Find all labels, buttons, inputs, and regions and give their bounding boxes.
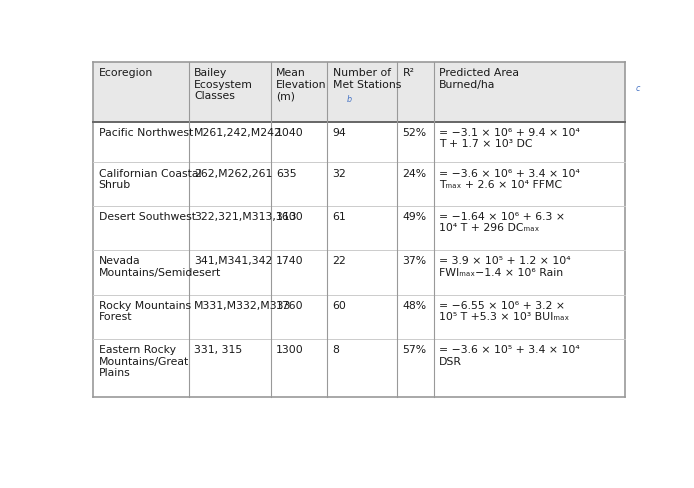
Text: 341,M341,342: 341,M341,342 — [194, 256, 273, 266]
Text: 37%: 37% — [403, 256, 427, 266]
Text: FWIₘₐₓ−1.4 × 10⁶ Rain: FWIₘₐₓ−1.4 × 10⁶ Rain — [439, 267, 563, 277]
Text: = −6.55 × 10⁶ + 3.2 ×: = −6.55 × 10⁶ + 3.2 × — [439, 300, 565, 310]
Text: Ecosystem: Ecosystem — [194, 80, 253, 90]
Text: Mountains/Great: Mountains/Great — [99, 356, 189, 366]
Bar — [93, 163, 625, 206]
Text: Desert Southwest: Desert Southwest — [99, 211, 196, 222]
Text: Mean: Mean — [276, 68, 306, 78]
Text: R²: R² — [403, 68, 414, 78]
Text: = −3.6 × 10⁶ + 3.4 × 10⁴: = −3.6 × 10⁶ + 3.4 × 10⁴ — [439, 168, 580, 178]
Text: Predicted Area: Predicted Area — [439, 68, 519, 78]
Bar — [93, 206, 625, 250]
Text: 262,M262,261: 262,M262,261 — [194, 168, 273, 178]
Text: Number of: Number of — [332, 68, 391, 78]
Text: 24%: 24% — [403, 168, 427, 178]
Text: 322,321,M313,313: 322,321,M313,313 — [194, 211, 297, 222]
Text: b: b — [347, 95, 352, 103]
Text: Met Stations: Met Stations — [332, 80, 401, 90]
Text: Elevation: Elevation — [276, 80, 327, 90]
Text: Pacific Northwest: Pacific Northwest — [99, 128, 193, 138]
Text: Bailey: Bailey — [194, 68, 228, 78]
Text: = −3.1 × 10⁶ + 9.4 × 10⁴: = −3.1 × 10⁶ + 9.4 × 10⁴ — [439, 128, 580, 138]
Text: Eastern Rocky: Eastern Rocky — [99, 345, 176, 354]
Text: 94: 94 — [332, 128, 346, 138]
Text: M331,M332,M333: M331,M332,M333 — [194, 300, 291, 310]
Text: Nevada: Nevada — [99, 256, 140, 266]
Bar — [93, 295, 625, 339]
Text: 57%: 57% — [403, 345, 427, 354]
Text: Ecoregion: Ecoregion — [99, 68, 153, 78]
Text: Californian Coastal: Californian Coastal — [99, 168, 201, 178]
Text: c: c — [636, 83, 640, 92]
Text: 52%: 52% — [403, 128, 427, 138]
Text: 22: 22 — [332, 256, 346, 266]
Text: 60: 60 — [332, 300, 346, 310]
Text: 61: 61 — [332, 211, 346, 222]
Text: T + 1.7 × 10³ DC: T + 1.7 × 10³ DC — [439, 139, 532, 149]
Text: 48%: 48% — [403, 300, 427, 310]
Text: 1300: 1300 — [276, 345, 304, 354]
Text: 1760: 1760 — [276, 300, 304, 310]
Text: 1740: 1740 — [276, 256, 304, 266]
Text: 1600: 1600 — [276, 211, 304, 222]
Text: Forest: Forest — [99, 311, 132, 322]
Bar — [93, 63, 625, 122]
Text: 331, 315: 331, 315 — [194, 345, 243, 354]
Text: = 3.9 × 10⁵ + 1.2 × 10⁴: = 3.9 × 10⁵ + 1.2 × 10⁴ — [439, 256, 570, 266]
Text: 49%: 49% — [403, 211, 427, 222]
Text: Rocky Mountains: Rocky Mountains — [99, 300, 191, 310]
Bar — [93, 250, 625, 295]
Text: Burned/ha: Burned/ha — [439, 80, 496, 90]
Text: 32: 32 — [332, 168, 346, 178]
Text: Plains: Plains — [99, 367, 130, 377]
Text: = −3.6 × 10⁵ + 3.4 × 10⁴: = −3.6 × 10⁵ + 3.4 × 10⁴ — [439, 345, 579, 354]
Text: Tₘₐₓ + 2.6 × 10⁴ FFMC: Tₘₐₓ + 2.6 × 10⁴ FFMC — [439, 180, 562, 189]
Text: Shrub: Shrub — [99, 180, 131, 189]
Text: 8: 8 — [332, 345, 339, 354]
Bar — [93, 122, 625, 163]
Bar — [93, 339, 625, 398]
Text: Classes: Classes — [194, 91, 235, 101]
Text: Mountains/Semidesert: Mountains/Semidesert — [99, 267, 221, 277]
Text: M261,242,M242: M261,242,M242 — [194, 128, 282, 138]
Text: (m): (m) — [276, 91, 295, 101]
Text: 635: 635 — [276, 168, 297, 178]
Text: 10⁴ T + 296 DCₘₐₓ: 10⁴ T + 296 DCₘₐₓ — [439, 223, 539, 233]
Text: 1040: 1040 — [276, 128, 304, 138]
Text: 10⁵ T +5.3 × 10³ BUIₘₐₓ: 10⁵ T +5.3 × 10³ BUIₘₐₓ — [439, 311, 569, 322]
Text: = −1.64 × 10⁶ + 6.3 ×: = −1.64 × 10⁶ + 6.3 × — [439, 211, 565, 222]
Text: DSR: DSR — [439, 356, 462, 366]
